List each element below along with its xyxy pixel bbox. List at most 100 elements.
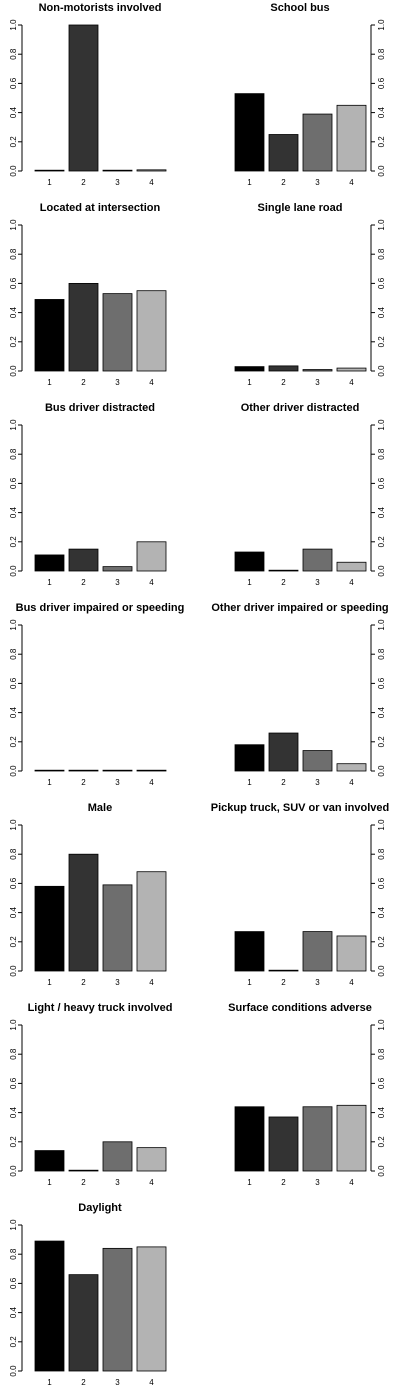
- bar-4: [136, 1147, 167, 1172]
- bar-2: [268, 732, 299, 772]
- bar-3: [302, 369, 333, 372]
- x-tick-label: 1: [47, 978, 52, 987]
- y-tick-label: 1.0: [377, 219, 386, 231]
- y-tick-label: 0.4: [9, 106, 18, 118]
- y-tick-label: 0.4: [9, 306, 18, 318]
- bar-1: [34, 769, 65, 772]
- y-tick-label: 0.4: [377, 706, 386, 718]
- x-tick-label: 2: [81, 378, 86, 387]
- y-tick-label: 1.0: [9, 1219, 18, 1231]
- bar-1: [34, 299, 65, 372]
- bar-4: [136, 769, 167, 772]
- bar-4: [136, 541, 167, 572]
- panel-13: Daylight 0.0 0.2 0.4 0.6 0.8 1.0 1 2 3 4: [9, 1202, 167, 1387]
- x-tick-label: 3: [115, 978, 120, 987]
- x-tick-label: 4: [149, 978, 154, 987]
- y-tick-label: 0.4: [9, 706, 18, 718]
- y-tick-label: 0.6: [377, 877, 386, 889]
- y-tick-label: 0.0: [9, 565, 18, 577]
- y-tick-label: 0.0: [9, 965, 18, 977]
- bar-2: [268, 1116, 299, 1172]
- panel-title: Surface conditions adverse: [228, 1002, 372, 1014]
- x-tick-label: 1: [247, 378, 252, 387]
- y-tick-label: 1.0: [377, 619, 386, 631]
- bar-2: [68, 548, 99, 572]
- panel-8: Other driver impaired or speeding 0.0 0.2 0…: [211, 602, 388, 787]
- y-tick-label: 0.8: [9, 648, 18, 660]
- panel-title: Daylight: [78, 1202, 122, 1214]
- y-tick-label: 0.0: [9, 765, 18, 777]
- y-tick-label: 0.4: [377, 306, 386, 318]
- panel-title: Non-motorists involved: [39, 2, 162, 14]
- y-tick-label: 1.0: [9, 219, 18, 231]
- bar-2: [268, 134, 299, 172]
- bar-1: [34, 885, 65, 972]
- x-tick-label: 1: [247, 1178, 252, 1187]
- bar-2: [68, 24, 99, 172]
- bar-2: [268, 365, 299, 372]
- x-tick-label: 1: [47, 1378, 52, 1387]
- y-tick-label: 0.6: [9, 1277, 18, 1289]
- bar-3: [102, 566, 133, 572]
- x-tick-label: 2: [81, 978, 86, 987]
- y-tick-label: 0.6: [9, 1077, 18, 1089]
- y-tick-label: 0.6: [377, 477, 386, 489]
- y-tick-label: 0.2: [9, 336, 18, 348]
- x-tick-label: 2: [81, 778, 86, 787]
- bar-3: [302, 1106, 333, 1172]
- x-tick-label: 2: [81, 1378, 86, 1387]
- y-tick-label: 0.8: [9, 448, 18, 460]
- y-tick-label: 0.6: [9, 277, 18, 289]
- x-tick-label: 2: [81, 1178, 86, 1187]
- y-tick-label: 0.0: [9, 165, 18, 177]
- y-tick-label: 0.0: [377, 165, 386, 177]
- bar-1: [34, 169, 65, 172]
- panel-4: Single lane road 0.0 0.2 0.4 0.6 0.8 1.0 1 2 3 4: [234, 202, 386, 387]
- x-tick-label: 1: [47, 378, 52, 387]
- bar-2: [268, 569, 299, 572]
- x-tick-label: 4: [349, 1178, 354, 1187]
- bar-1: [34, 554, 65, 572]
- y-tick-label: 1.0: [9, 19, 18, 31]
- panel-12: Surface conditions adverse 0.0 0.2 0.4 0.6 0.…: [228, 1002, 386, 1187]
- bar-4: [336, 367, 367, 372]
- y-tick-label: 1.0: [9, 819, 18, 831]
- y-tick-label: 0.8: [377, 248, 386, 260]
- bar-1: [234, 1106, 265, 1172]
- y-tick-label: 0.4: [9, 506, 18, 518]
- y-tick-label: 0.2: [9, 936, 18, 948]
- x-tick-label: 4: [349, 178, 354, 187]
- y-tick-label: 0.6: [377, 1077, 386, 1089]
- panel-10: Pickup truck, SUV or van involved 0.0 0.2 0…: [211, 802, 390, 987]
- y-tick-label: 0.8: [9, 1048, 18, 1060]
- y-tick-label: 0.2: [377, 936, 386, 948]
- x-tick-label: 4: [149, 378, 154, 387]
- y-tick-label: 0.8: [377, 848, 386, 860]
- y-tick-label: 0.2: [9, 136, 18, 148]
- bar-1: [234, 931, 265, 972]
- x-tick-label: 4: [149, 178, 154, 187]
- x-tick-label: 1: [247, 978, 252, 987]
- y-tick-label: 0.0: [377, 365, 386, 377]
- x-tick-label: 2: [281, 378, 286, 387]
- y-tick-label: 0.0: [377, 765, 386, 777]
- y-tick-label: 0.0: [377, 1165, 386, 1177]
- bar-3: [302, 548, 333, 572]
- bar-3: [102, 1141, 133, 1172]
- bar-2: [68, 853, 99, 972]
- x-tick-label: 4: [149, 778, 154, 787]
- y-tick-label: 0.6: [377, 277, 386, 289]
- x-tick-label: 4: [349, 578, 354, 587]
- panel-title: Pickup truck, SUV or van involved: [211, 802, 390, 814]
- y-tick-label: 0.2: [377, 736, 386, 748]
- bar-4: [136, 871, 167, 972]
- y-tick-label: 0.0: [377, 565, 386, 577]
- bar-3: [302, 931, 333, 972]
- bar-1: [34, 1150, 65, 1172]
- y-tick-label: 0.8: [9, 248, 18, 260]
- x-tick-label: 4: [349, 778, 354, 787]
- x-tick-label: 1: [47, 1178, 52, 1187]
- x-tick-label: 1: [47, 578, 52, 587]
- y-tick-label: 1.0: [9, 619, 18, 631]
